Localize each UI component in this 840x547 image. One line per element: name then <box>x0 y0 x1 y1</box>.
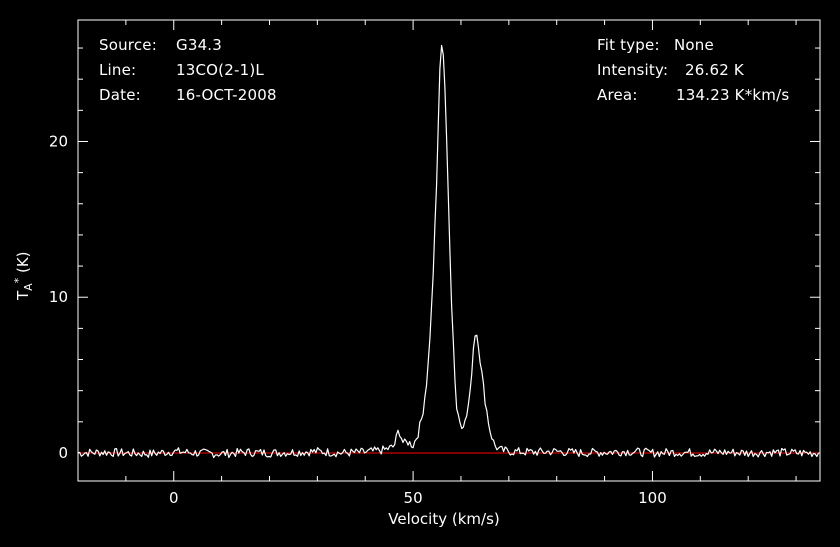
source-value: G34.3 <box>176 36 223 54</box>
y-axis-label-subscript: A <box>22 283 35 291</box>
line-value: 13CO(2-1)L <box>176 61 264 79</box>
area-label: Area: <box>597 86 638 104</box>
line-label: Line: <box>99 61 137 79</box>
x-tick-label: 0 <box>169 489 179 507</box>
y-tick-label: 10 <box>49 288 68 306</box>
y-tick-label: 0 <box>58 444 68 462</box>
intensity-value: 26.62 K <box>685 61 744 79</box>
date-value: 16-OCT-2008 <box>176 86 277 104</box>
plot-frame <box>77 19 821 482</box>
fit-type-label: Fit type: <box>597 36 660 54</box>
date-label: Date: <box>99 86 141 104</box>
axis-tick-labels: 0 50 100 0 10 20 <box>49 132 667 507</box>
intensity-label: Intensity: <box>597 61 669 79</box>
y-axis-label-superscript: * <box>12 277 25 284</box>
y-tick-label: 20 <box>49 132 68 150</box>
spectrum-series-line <box>77 44 820 459</box>
x-axis-label: Velocity (km/s) <box>388 510 499 528</box>
x-tick-label: 100 <box>638 489 667 507</box>
area-value: 134.23 K*km/s <box>676 86 790 104</box>
fit-type-value: None <box>674 36 714 54</box>
axis-ticks <box>77 20 820 481</box>
y-axis-label-unit: (K) <box>14 251 32 274</box>
x-tick-label: 50 <box>404 489 423 507</box>
y-axis-label: TA* (K) <box>12 251 35 300</box>
source-label: Source: <box>99 36 157 54</box>
y-axis-label-main: T <box>14 290 32 300</box>
